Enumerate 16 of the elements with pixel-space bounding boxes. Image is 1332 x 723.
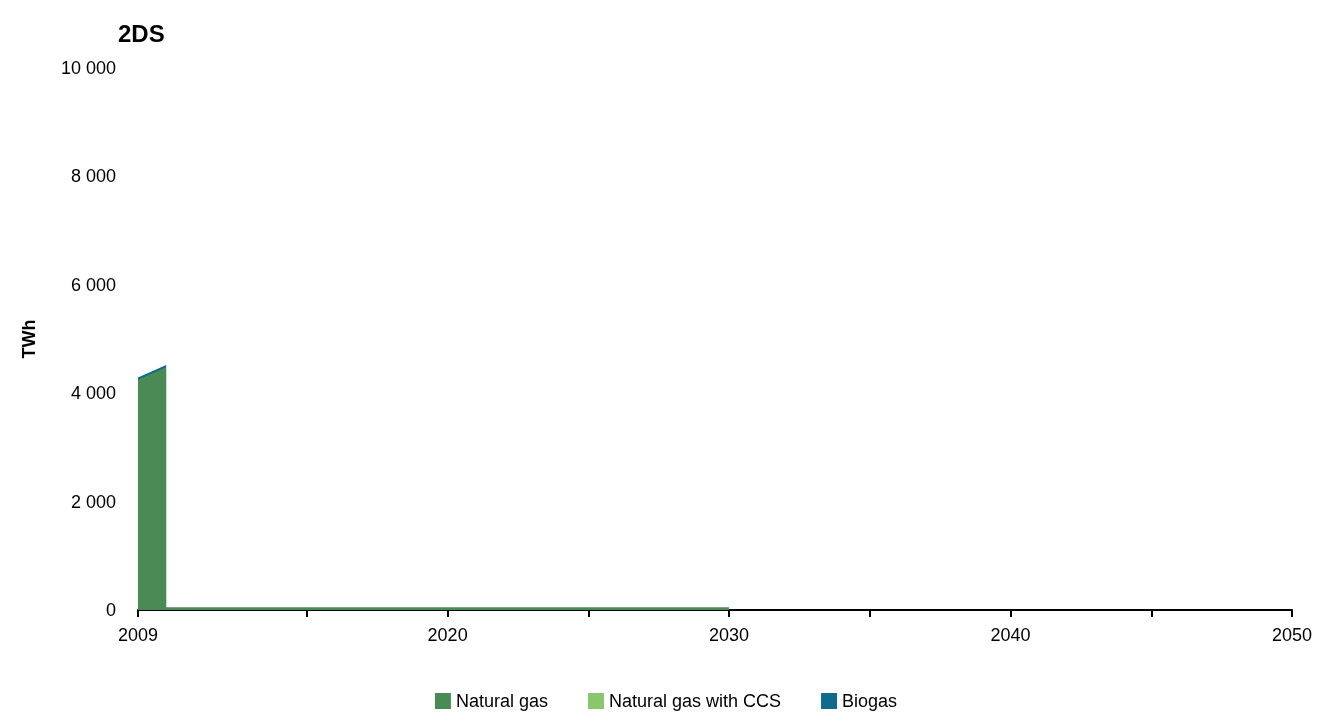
x-tick-label: 2050 <box>1271 625 1313 645</box>
legend-label: Natural gas <box>455 691 548 711</box>
y-tick-label: 8 000 <box>70 166 116 187</box>
x-tick-label: 2040 <box>990 625 1031 645</box>
y-axis-title: TWh <box>19 319 39 359</box>
y-tick-label: 6 000 <box>70 274 116 295</box>
legend-label: Biogas <box>842 691 898 711</box>
legend-label: Natural gas with CCS <box>608 691 782 711</box>
x-tick-label: 2020 <box>427 625 468 645</box>
chart-title: 2DS <box>118 19 165 47</box>
x-tick-label: 2009 <box>117 625 159 645</box>
y-tick-label: 2 000 <box>70 491 116 512</box>
x-tick-label: 2030 <box>709 625 750 645</box>
y-tick-label: 10 000 <box>60 58 116 78</box>
y-tick-label: 4 000 <box>70 383 116 404</box>
y-tick-label: 0 <box>105 600 116 620</box>
